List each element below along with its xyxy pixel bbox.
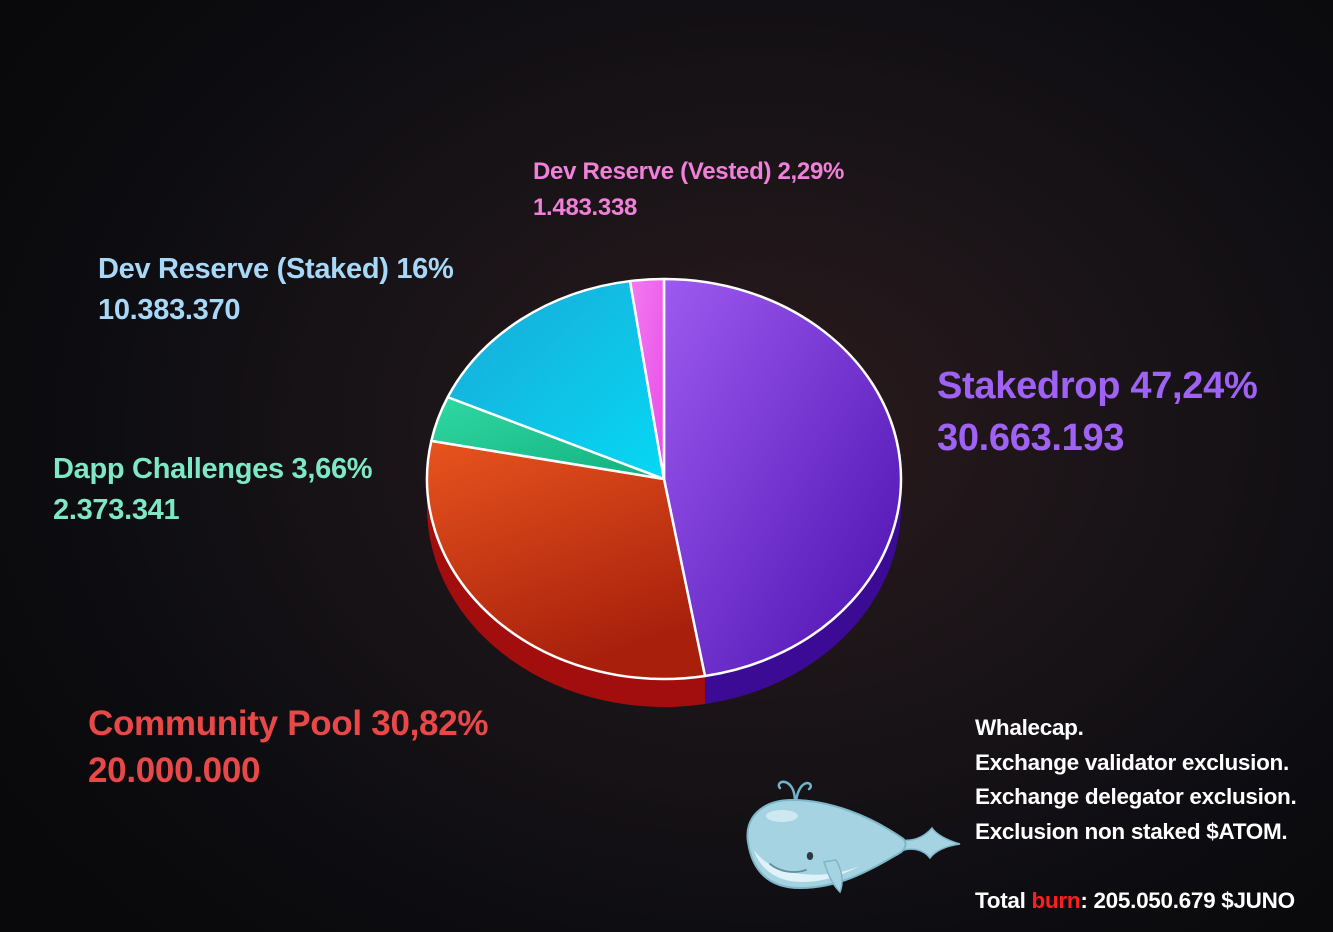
label-stakedrop: Stakedrop 47,24% 30.663.193 <box>937 360 1258 465</box>
staked-amount: 10.383.370 <box>98 293 241 326</box>
pie-slice-stakedrop <box>662 277 903 678</box>
pie-slice-dev-reserve-vested <box>628 277 666 481</box>
notes-block: Whalecap. Exchange validator exclusion. … <box>975 711 1297 919</box>
note-whalecap: Whalecap. <box>975 715 1084 740</box>
burn-word: burn <box>1031 887 1081 913</box>
stakedrop-title: Stakedrop 47,24% <box>937 365 1258 407</box>
label-community-pool: Community Pool 30,82% 20.000.000 <box>88 700 488 795</box>
stakedrop-amount: 30.663.193 <box>937 417 1125 460</box>
vested-amount: 1.483.338 <box>533 194 638 221</box>
community-title: Community Pool 30,82% <box>88 704 489 743</box>
community-amount: 20.000.000 <box>88 751 261 791</box>
burn-suffix: : 205.050.679 $JUNO <box>1080 887 1295 913</box>
dapp-title: Dapp Challenges 3,66% <box>53 453 373 485</box>
label-dev-reserve-staked: Dev Reserve (Staked) 16% 10.383.370 <box>98 249 454 330</box>
note-non-staked-exclusion: Exclusion non staked $ATOM. <box>975 818 1288 844</box>
label-dev-reserve-vested: Dev Reserve (Vested) 2,29% 1.483.338 <box>533 154 844 226</box>
burn-prefix: Total <box>975 887 1032 913</box>
notes-spacer <box>975 849 1296 884</box>
total-burn: Total burn: 205.050.679 $JUNO <box>975 884 1296 919</box>
pie-side-stakedrop <box>704 479 901 704</box>
note-validator-exclusion: Exchange validator exclusion. <box>975 749 1289 775</box>
dapp-amount: 2.373.341 <box>53 493 180 526</box>
pie-slice-community-pool <box>425 439 707 681</box>
vested-title: Dev Reserve (Vested) 2,29% <box>533 158 845 185</box>
label-dapp-challenges: Dapp Challenges 3,66% 2.373.341 <box>53 449 373 530</box>
whale-icon <box>746 780 961 894</box>
note-delegator-exclusion: Exchange delegator exclusion. <box>975 784 1297 809</box>
pie-slice-dev-reserve-staked <box>446 279 666 481</box>
staked-title: Dev Reserve (Staked) 16% <box>98 253 454 285</box>
